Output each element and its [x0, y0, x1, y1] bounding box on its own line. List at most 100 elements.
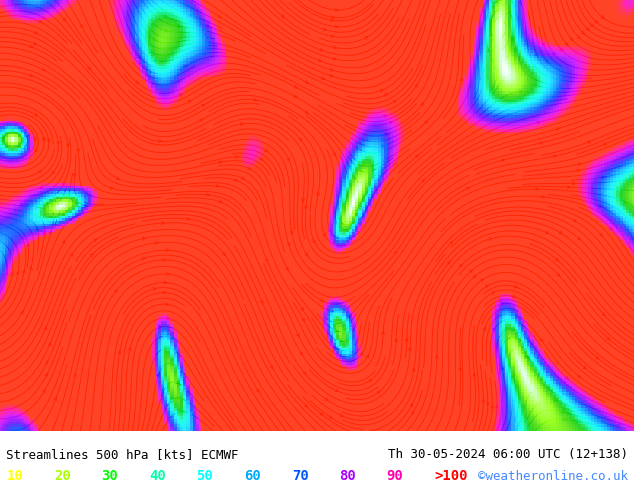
FancyArrowPatch shape [303, 371, 306, 374]
FancyArrowPatch shape [163, 259, 166, 261]
FancyArrowPatch shape [599, 233, 602, 236]
FancyArrowPatch shape [601, 176, 604, 179]
FancyArrowPatch shape [517, 42, 521, 45]
FancyArrowPatch shape [415, 155, 418, 158]
FancyArrowPatch shape [48, 343, 51, 345]
FancyArrowPatch shape [595, 356, 598, 359]
Text: ©weatheronline.co.uk: ©weatheronline.co.uk [477, 470, 628, 483]
FancyArrowPatch shape [512, 295, 515, 297]
FancyArrowPatch shape [535, 53, 538, 56]
FancyArrowPatch shape [335, 9, 338, 11]
FancyArrowPatch shape [167, 317, 169, 319]
FancyArrowPatch shape [270, 366, 273, 368]
FancyArrowPatch shape [540, 339, 543, 342]
FancyArrowPatch shape [16, 272, 19, 275]
FancyArrowPatch shape [42, 68, 45, 71]
FancyArrowPatch shape [538, 402, 541, 405]
FancyArrowPatch shape [318, 59, 321, 62]
FancyArrowPatch shape [57, 142, 60, 144]
FancyArrowPatch shape [411, 411, 414, 414]
FancyArrowPatch shape [34, 42, 37, 45]
FancyArrowPatch shape [118, 351, 120, 354]
FancyArrowPatch shape [595, 20, 598, 23]
FancyArrowPatch shape [486, 402, 489, 405]
FancyArrowPatch shape [560, 48, 563, 51]
FancyArrowPatch shape [483, 327, 486, 330]
FancyArrowPatch shape [34, 138, 37, 141]
FancyArrowPatch shape [541, 42, 544, 46]
FancyArrowPatch shape [553, 155, 556, 158]
FancyArrowPatch shape [333, 153, 336, 156]
FancyArrowPatch shape [609, 227, 612, 230]
FancyArrowPatch shape [302, 198, 304, 201]
FancyArrowPatch shape [545, 231, 548, 234]
FancyArrowPatch shape [234, 178, 237, 181]
FancyArrowPatch shape [305, 111, 308, 114]
FancyArrowPatch shape [517, 377, 520, 380]
FancyArrowPatch shape [389, 122, 392, 124]
FancyArrowPatch shape [265, 259, 268, 262]
FancyArrowPatch shape [514, 285, 517, 288]
FancyArrowPatch shape [526, 355, 529, 358]
FancyArrowPatch shape [142, 257, 145, 260]
FancyArrowPatch shape [128, 348, 131, 351]
FancyArrowPatch shape [334, 346, 337, 349]
FancyArrowPatch shape [559, 231, 562, 234]
FancyArrowPatch shape [80, 24, 82, 27]
FancyArrowPatch shape [601, 16, 604, 19]
FancyArrowPatch shape [188, 101, 191, 103]
FancyArrowPatch shape [35, 148, 38, 152]
FancyArrowPatch shape [217, 15, 221, 17]
FancyArrowPatch shape [158, 140, 162, 143]
FancyArrowPatch shape [467, 187, 470, 190]
FancyArrowPatch shape [320, 49, 323, 51]
FancyArrowPatch shape [422, 179, 425, 182]
FancyArrowPatch shape [570, 37, 573, 40]
FancyArrowPatch shape [541, 196, 544, 198]
FancyArrowPatch shape [68, 193, 70, 196]
FancyArrowPatch shape [63, 182, 65, 185]
FancyArrowPatch shape [567, 186, 570, 189]
FancyArrowPatch shape [153, 288, 156, 290]
Text: 90: 90 [387, 469, 403, 483]
FancyArrowPatch shape [460, 78, 463, 81]
FancyArrowPatch shape [321, 77, 325, 80]
FancyArrowPatch shape [524, 103, 527, 106]
FancyArrowPatch shape [27, 244, 30, 247]
FancyArrowPatch shape [486, 285, 488, 288]
FancyArrowPatch shape [518, 330, 521, 333]
Text: 60: 60 [244, 469, 261, 483]
FancyArrowPatch shape [335, 389, 338, 392]
FancyArrowPatch shape [290, 231, 293, 234]
FancyArrowPatch shape [161, 221, 164, 224]
FancyArrowPatch shape [240, 123, 243, 125]
FancyArrowPatch shape [577, 169, 580, 172]
FancyArrowPatch shape [415, 84, 417, 87]
FancyArrowPatch shape [555, 258, 559, 261]
FancyArrowPatch shape [512, 373, 515, 376]
FancyArrowPatch shape [380, 90, 383, 92]
FancyArrowPatch shape [360, 352, 363, 355]
FancyArrowPatch shape [84, 205, 87, 208]
FancyArrowPatch shape [384, 115, 387, 118]
FancyArrowPatch shape [63, 18, 65, 21]
FancyArrowPatch shape [507, 114, 510, 117]
FancyArrowPatch shape [158, 326, 161, 329]
FancyArrowPatch shape [42, 390, 45, 393]
FancyArrowPatch shape [325, 398, 328, 400]
FancyArrowPatch shape [165, 334, 169, 337]
FancyArrowPatch shape [366, 355, 368, 358]
FancyArrowPatch shape [26, 135, 29, 138]
FancyArrowPatch shape [540, 142, 543, 145]
FancyArrowPatch shape [49, 231, 52, 234]
FancyArrowPatch shape [164, 291, 166, 294]
FancyArrowPatch shape [586, 27, 589, 30]
FancyArrowPatch shape [158, 77, 160, 80]
FancyArrowPatch shape [405, 339, 408, 341]
FancyArrowPatch shape [393, 100, 396, 103]
FancyArrowPatch shape [187, 218, 190, 220]
FancyArrowPatch shape [511, 37, 514, 40]
FancyArrowPatch shape [412, 368, 415, 371]
FancyArrowPatch shape [507, 75, 510, 78]
FancyArrowPatch shape [264, 149, 268, 152]
